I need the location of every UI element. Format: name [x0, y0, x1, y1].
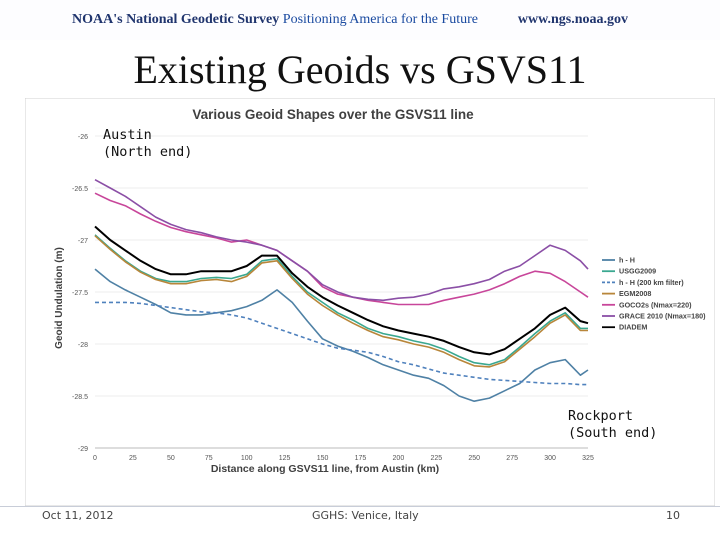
- series-line-grace-2010-nmax-180: [94, 178, 589, 302]
- legend-label: EGM2008: [619, 289, 651, 298]
- organization-banner: NOAA's National Geodetic Survey Position…: [72, 12, 478, 28]
- x-axis-label: Distance along GSVS11 line, from Austin …: [211, 463, 439, 475]
- x-tick-label: 300: [544, 455, 556, 462]
- chart-legend: h - H USGG2009 h - H (200 km filter) EGM200…: [602, 256, 706, 332]
- x-tick-label: 25: [129, 455, 137, 462]
- page-number: 10: [666, 509, 680, 522]
- x-tick-label: 175: [355, 455, 367, 462]
- x-tick-label: 325: [582, 455, 594, 462]
- x-tick-label: 0: [93, 455, 97, 462]
- x-tick-label: 100: [241, 455, 253, 462]
- series-line-diadem: [94, 225, 589, 356]
- y-axis-label: Geoid Undulation (m): [54, 247, 65, 349]
- y-tick-label: -28.5: [72, 394, 88, 401]
- org-name: National Geodetic Survey: [126, 12, 280, 27]
- x-axis-ticks: 0 25 50 75 100 125 150 175 200 225 250 275 300 325: [93, 455, 594, 462]
- annotation-north: Austin (North end): [103, 127, 193, 160]
- y-tick-label: -27: [78, 238, 88, 245]
- gridlines: [95, 135, 588, 449]
- legend-label: h - H: [619, 256, 635, 265]
- chart-background: [24, 97, 716, 507]
- x-tick-label: 75: [205, 455, 213, 462]
- series-line-usgg2009: [94, 234, 588, 366]
- series-line-goco2s-nmax-220: [94, 192, 589, 306]
- slide-title: Existing Geoids vs GSVS11: [133, 47, 587, 92]
- y-tick-label: -29: [78, 446, 88, 453]
- x-tick-label: 250: [468, 455, 480, 462]
- x-tick-label: 275: [506, 455, 518, 462]
- legend-label: h - H (200 km filter): [619, 278, 684, 287]
- chart-panel: Various Geoid Shapes over the GSVS11 lin…: [24, 97, 716, 507]
- y-tick-label: -26: [78, 134, 88, 141]
- annotation-south: Rockport (South end): [568, 408, 658, 441]
- website-url[interactable]: www.ngs.noaa.gov: [517, 12, 628, 27]
- x-tick-label: 50: [167, 455, 175, 462]
- y-tick-label: -26.5: [72, 186, 88, 193]
- legend-label: USGG2009: [619, 267, 656, 276]
- geoid-chart: Various Geoid Shapes over the GSVS11 lin…: [24, 97, 716, 507]
- x-tick-label: 150: [317, 455, 329, 462]
- slide-header: NOAA's National Geodetic Survey Position…: [0, 0, 720, 40]
- x-tick-label: 225: [430, 455, 442, 462]
- y-tick-label: -28: [78, 342, 88, 349]
- footer-divider: [0, 506, 720, 507]
- chart-title: Various Geoid Shapes over the GSVS11 lin…: [192, 107, 474, 122]
- legend-label: GRACE 2010 (Nmax=180): [619, 312, 706, 321]
- org-prefix: NOAA's: [72, 12, 123, 27]
- x-tick-label: 125: [279, 455, 291, 462]
- y-axis-ticks: -26 -26.5 -27 -27.5 -28 -28.5 -29: [72, 134, 88, 453]
- footer-event: GGHS: Venice, Italy: [312, 509, 419, 522]
- x-tick-label: 200: [393, 455, 405, 462]
- y-tick-label: -27.5: [72, 290, 88, 297]
- footer-date: Oct 11, 2012: [42, 509, 114, 522]
- series-line-h-h: [94, 268, 589, 403]
- series-lines: [94, 178, 589, 403]
- series-line-egm2008: [94, 235, 588, 368]
- org-tagline: Positioning America for the Future: [282, 12, 478, 27]
- legend-label: GOCO2s (Nmax=220): [619, 300, 692, 309]
- legend-label: DIADEM: [619, 323, 647, 332]
